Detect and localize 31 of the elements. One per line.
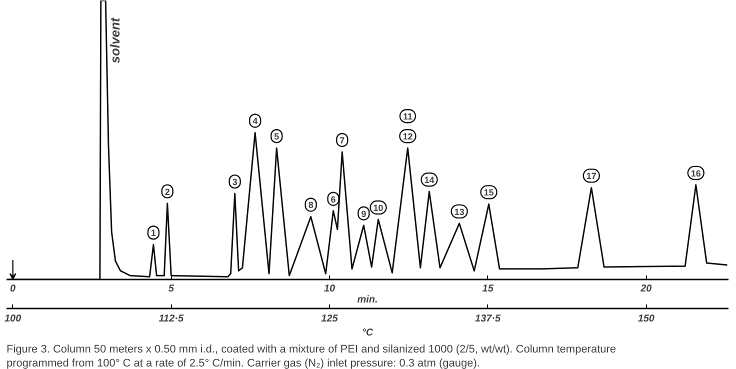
annotation: 5: [274, 132, 280, 142]
annotation: 15: [484, 188, 494, 198]
x-tick-label: 15: [482, 284, 494, 294]
annotation: 11: [402, 112, 412, 122]
x-axis-title: min.: [357, 294, 378, 306]
annotation: 7: [340, 135, 345, 146]
annotation: solvent: [107, 17, 122, 64]
x-tick-label: 5: [168, 284, 174, 294]
annotation: 17: [586, 171, 596, 182]
x-tick-label: 0: [10, 284, 16, 294]
annotation: 2: [164, 186, 170, 197]
x-tick-label: 20: [640, 284, 652, 294]
x2-axis-title: °C: [362, 328, 374, 338]
caption: Figure 3. Column 50 meters x 0.50 mm i.d., coated with a mixture of PEI and silanized 1000 (2/5, wt/wt). Column temperature programmed from 100° C at a rate of 2.5° C/min. Carrier gas (N₂) inlet pressure: 0.3 atm (gauge).: [6, 344, 616, 369]
annotation: 9: [361, 208, 366, 219]
annotation: 13: [454, 206, 464, 217]
annotation: 12: [402, 132, 413, 142]
x2-tick-label: 137·5: [475, 314, 502, 324]
x2-tick-label: 150: [638, 314, 655, 324]
annotation: 3: [232, 177, 238, 188]
x2-tick-label: 125: [321, 314, 338, 324]
annotation: 1: [150, 228, 156, 238]
annotation: 14: [424, 175, 434, 186]
x2-tick-label: 112·5: [158, 314, 184, 324]
annotation: 10: [373, 203, 384, 214]
annotation: 6: [330, 194, 336, 204]
annotation: 16: [690, 168, 701, 178]
annotation: 8: [308, 200, 314, 210]
x-tick-label: 10: [324, 284, 336, 294]
annotation: 4: [252, 116, 258, 126]
x2-tick-label: 100: [4, 314, 22, 324]
